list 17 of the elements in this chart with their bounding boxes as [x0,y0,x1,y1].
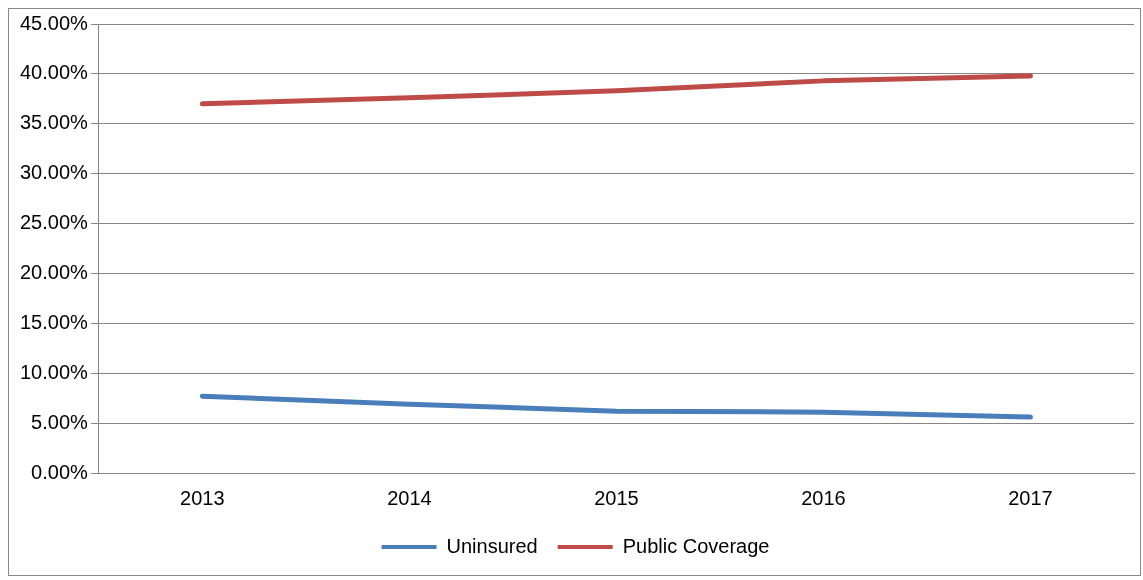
y-tick-label: 40.00% [19,61,89,84]
y-tick-label: 35.00% [19,111,89,134]
y-tick-label: 30.00% [19,161,89,184]
y-tick-label: 0.00% [31,460,89,483]
y-tick-label: 10.00% [19,360,89,383]
y-tick-label: 15.00% [19,310,89,333]
y-tick-label: 25.00% [19,211,89,234]
x-tick-label: 2017 [1008,486,1053,509]
legend-label: Public Coverage [622,534,770,557]
x-tick-label: 2013 [180,486,225,509]
y-tick-label: 5.00% [31,410,89,433]
x-tick-label: 2014 [387,486,432,509]
y-tick-label: 45.00% [19,11,89,34]
x-tick-label: 2015 [594,486,639,509]
x-tick-label: 2016 [801,486,846,509]
legend-label: Uninsured [446,534,538,557]
y-tick-label: 20.00% [19,260,89,283]
